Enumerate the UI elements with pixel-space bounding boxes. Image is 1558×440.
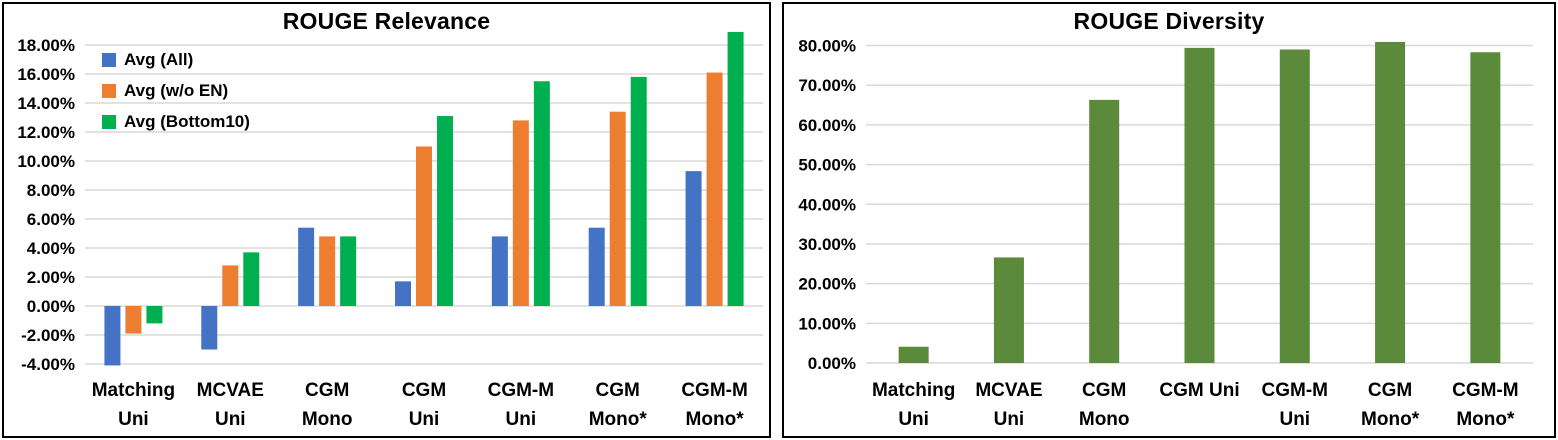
legend-item-avg-bottom10: Avg (Bottom10) [102,112,250,132]
x-axis-category-label: Uni [118,409,149,430]
legend-label-avg-bottom10: Avg (Bottom10) [124,112,250,131]
bar [1279,49,1310,363]
x-axis-category-label: Mono* [1361,409,1420,430]
x-axis-category-label: Uni [898,409,929,430]
y-axis-tick-label: 4.00% [27,239,75,258]
relevance-plot-area: -4.00% -2.00% 0.00% 2.00% 4.00% 6.00% 8.00% 10.… [17,31,763,430]
bar [125,306,142,334]
bar [1375,41,1406,363]
y-axis-tick-label: 18.00% [17,36,75,55]
diversity-plot-area: 0.00% 10.00% 20.00% 30.00% 40.00% 50.00% 60.00… [798,37,1533,430]
diversity-chart-title: ROUGE Diversity [1073,8,1265,34]
x-axis-category-label: MCVAE [975,380,1042,401]
bar [512,120,529,307]
bar [1470,52,1501,363]
bar [898,346,929,363]
y-axis-tick-label: 50.00% [798,156,856,175]
y-axis-tick-label: 6.00% [27,210,75,229]
y-axis-tick-label: 2.00% [27,268,75,287]
x-axis-category-label: CGM [1368,380,1412,401]
x-axis-category-label: Mono* [686,409,745,430]
bar [1184,47,1215,363]
bar [146,306,163,324]
bar [298,227,315,306]
bar [222,265,239,306]
bar [201,306,218,350]
y-axis-tick-label: 60.00% [798,116,856,135]
bar [993,257,1024,363]
bar [706,72,723,306]
y-axis-tick-label: 8.00% [27,181,75,200]
x-axis-category-label: Mono [1079,409,1130,430]
relevance-legend: Avg (All) Avg (w/o EN) Avg (Bottom10) [102,50,250,132]
bar [395,281,411,306]
x-axis-category-label: CGM [305,380,349,401]
x-axis-category-label: Uni [506,409,537,430]
y-axis-tick-label: -4.00% [21,355,75,374]
bar [243,252,260,306]
x-axis-category-label: CGM-M [1262,380,1328,401]
bar [630,76,647,307]
y-axis-tick-label: 16.00% [17,65,75,84]
x-axis-category-label: Matching [92,380,175,401]
y-axis-tick-label: 14.00% [17,94,75,113]
y-axis-tick-label: 30.00% [798,235,856,254]
y-axis-tick-label: 40.00% [798,195,856,214]
bar [416,146,432,306]
x-axis-category-label: CGM-M [1452,380,1518,401]
x-axis-category-label: Mono* [589,409,648,430]
bar [727,31,744,306]
bar [685,171,702,306]
y-axis-tick-label: 10.00% [17,152,75,171]
bar [491,236,508,306]
x-axis-category-label: CGM [1082,380,1126,401]
legend-label-avg-wo-en: Avg (w/o EN) [124,81,229,100]
rouge-relevance-panel: -4.00% -2.00% 0.00% 2.00% 4.00% 6.00% 8.00% 10.… [2,2,771,438]
y-axis-tick-label: 10.00% [798,314,856,333]
x-axis-category-label: CGM-M [681,380,747,401]
y-axis-tick-label: -2.00% [21,326,75,345]
x-axis-category-label: Uni [215,409,246,430]
x-axis-category-label: Mono [302,409,353,430]
legend-item-avg-all: Avg (All) [102,50,250,70]
y-axis-tick-label: 12.00% [17,123,75,142]
relevance-chart-title: ROUGE Relevance [282,8,491,34]
x-axis-category-label: Uni [409,409,440,430]
x-axis-category-label: Matching [872,380,955,401]
x-axis-category-label: CGM-M [488,380,554,401]
bar [340,236,357,306]
legend-swatch-blue-icon [102,53,116,67]
x-axis-category-label: Uni [994,409,1025,430]
bar [588,227,605,306]
x-axis-category-label: MCVAE [197,380,264,401]
x-axis-category-label: CGM Uni [1159,380,1239,401]
legend-item-avg-wo-en: Avg (w/o EN) [102,81,250,101]
bar [319,236,336,306]
legend-swatch-orange-icon [102,84,116,98]
bar [104,306,121,366]
y-axis-tick-label: 70.00% [798,76,856,95]
y-axis-tick-label: 0.00% [27,297,75,316]
bar [533,81,550,306]
bar [437,116,453,306]
y-axis-tick-label: 80.00% [798,37,856,56]
bar [1089,99,1120,363]
rouge-diversity-panel: 0.00% 10.00% 20.00% 30.00% 40.00% 50.00% 60.00… [782,2,1556,438]
x-axis-category-label: Mono* [1456,409,1515,430]
bar [609,111,626,306]
x-axis-category-label: CGM [402,380,446,401]
y-axis-tick-label: 20.00% [798,275,856,294]
x-axis-category-label: Uni [1279,409,1310,430]
legend-swatch-green-icon [102,115,116,129]
y-axis-tick-label: 0.00% [808,354,856,373]
x-axis-category-label: CGM [596,380,640,401]
legend-label-avg-all: Avg (All) [124,50,194,69]
